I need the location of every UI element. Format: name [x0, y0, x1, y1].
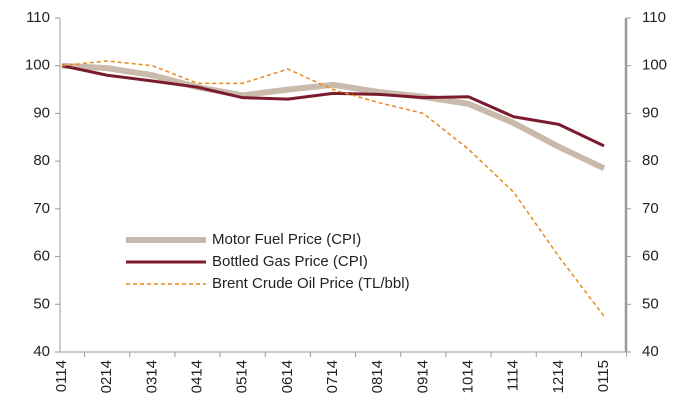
x-tick-label: 1214: [550, 360, 567, 393]
x-tick-label: 1114: [505, 360, 522, 391]
y-tick-label: 80: [33, 152, 50, 169]
y-tick-label: 70: [33, 200, 50, 217]
y2-tick-label: 60: [642, 248, 659, 265]
x-tick-label: 0714: [324, 360, 341, 393]
x-tick-label: 0115: [595, 360, 612, 392]
legend-label: Bottled Gas Price (CPI): [212, 253, 368, 270]
x-tick-label: 0614: [279, 360, 296, 393]
y2-tick-label: 90: [642, 104, 659, 121]
y2-tick-label: 80: [642, 152, 659, 169]
x-tick-label: 0314: [143, 360, 160, 393]
x-tick-label: 0414: [188, 360, 205, 393]
legend-label: Brent Crude Oil Price (TL/bbl): [212, 275, 410, 292]
x-tick-label: 0914: [414, 360, 431, 393]
y-tick-label: 110: [26, 9, 50, 26]
series-line: [61, 64, 605, 148]
x-tick-label: 1014: [459, 360, 476, 393]
y-tick-label: 90: [33, 104, 50, 121]
y2-tick-label: 50: [642, 295, 659, 312]
y2-tick-label: 70: [642, 200, 659, 217]
y-tick-label: 40: [33, 343, 50, 360]
x-tick-label: 0214: [98, 360, 115, 393]
y-tick-label: 50: [33, 295, 50, 312]
legend-label: Motor Fuel Price (CPI): [212, 231, 361, 248]
x-tick-label: 0114: [53, 360, 70, 392]
y-tick-label: 60: [33, 248, 50, 265]
series-line: [61, 62, 606, 172]
series-line: [61, 60, 605, 317]
y-tick-label: 100: [25, 57, 50, 74]
y2-tick-label: 40: [642, 343, 659, 360]
y2-tick-label: 110: [642, 9, 666, 26]
x-tick-label: 0814: [369, 360, 386, 393]
y2-tick-label: 100: [642, 57, 667, 74]
x-tick-label: 0514: [234, 360, 251, 393]
